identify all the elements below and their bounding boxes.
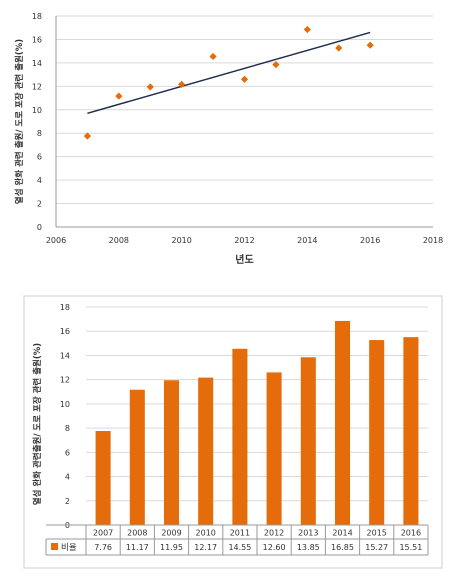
y-tick-label: 8 <box>65 424 70 433</box>
x-tick-label: 2018 <box>423 236 443 245</box>
x-tick-label: 2006 <box>46 236 66 245</box>
data-point <box>146 83 154 91</box>
y-tick-label: 14 <box>60 351 70 360</box>
chart-border <box>23 295 443 569</box>
data-label: 11.95 <box>160 543 183 552</box>
data-point <box>303 25 311 34</box>
x-tick-label: 2010 <box>171 236 191 245</box>
x-tick-label: 2008 <box>127 529 147 538</box>
y-tick-label: 14 <box>32 59 42 68</box>
y-tick-label: 10 <box>60 400 70 409</box>
data-point <box>178 80 186 88</box>
data-label: 13.85 <box>297 543 320 552</box>
bar <box>129 389 145 525</box>
bar <box>198 377 214 525</box>
x-tick-label: 2008 <box>109 236 129 245</box>
data-label: 15.27 <box>365 543 388 552</box>
y-tick-label: 16 <box>32 35 42 44</box>
x-tick-label: 2011 <box>230 529 250 538</box>
y-tick-label: 10 <box>32 106 42 115</box>
x-tick-label: 2012 <box>264 529 284 538</box>
x-tick-label: 2012 <box>234 236 254 245</box>
x-tick-label: 2007 <box>93 529 113 538</box>
x-tick-label: 2016 <box>360 236 380 245</box>
bar <box>300 357 316 525</box>
x-tick-label: 2010 <box>196 529 216 538</box>
y-tick-label: 12 <box>60 376 70 385</box>
data-label: 7.76 <box>94 543 112 552</box>
data-label: 15.51 <box>399 543 422 552</box>
x-tick-label: 2014 <box>297 236 317 245</box>
y-tick-label: 4 <box>65 473 70 482</box>
x-tick-label: 2014 <box>332 529 352 538</box>
y-tick-label: 6 <box>65 448 70 457</box>
y-tick-label: 18 <box>32 12 42 21</box>
legend-swatch <box>51 543 58 550</box>
bar <box>266 372 282 525</box>
data-point <box>366 41 374 49</box>
data-point <box>209 52 217 61</box>
y-tick-label: 4 <box>37 176 42 185</box>
y-tick-label: 2 <box>65 497 70 506</box>
data-label: 12.17 <box>194 543 217 552</box>
bar <box>403 337 419 525</box>
bar <box>369 340 385 525</box>
y-tick-label: 0 <box>37 223 42 232</box>
legend-label: 비율 <box>61 543 77 553</box>
data-point <box>83 132 92 140</box>
data-label: 14.55 <box>228 543 251 552</box>
x-tick-label: 2009 <box>161 529 181 538</box>
bar <box>334 320 351 525</box>
y-tick-label: 8 <box>37 129 42 138</box>
data-point <box>115 92 123 100</box>
data-point <box>240 75 249 83</box>
y-axis-label: 열섬 완화 관련출원/ 도로 포장 관련 출원(%) <box>32 343 43 505</box>
bar <box>232 348 248 525</box>
y-tick-label: 12 <box>32 82 42 91</box>
data-label: 12.60 <box>263 543 286 552</box>
y-axis-label: 열섬 완화 관련 출원/ 도로 포장 관련 출원(%) <box>14 39 25 204</box>
x-tick-label: 2015 <box>367 529 387 538</box>
x-tick-label: 2016 <box>401 529 421 538</box>
y-tick-label: 6 <box>37 153 42 162</box>
data-point <box>272 61 280 69</box>
x-tick-label: 2013 <box>298 529 318 538</box>
x-axis-label: 년도 <box>235 253 253 266</box>
data-label: 16.85 <box>331 543 354 552</box>
y-tick-label: 18 <box>60 303 70 312</box>
data-point <box>335 44 343 52</box>
bar <box>163 380 180 525</box>
bar <box>95 431 111 525</box>
trendline <box>87 31 371 115</box>
y-tick-label: 16 <box>60 327 70 336</box>
data-label: 11.17 <box>126 543 149 552</box>
y-tick-label: 2 <box>37 200 42 209</box>
